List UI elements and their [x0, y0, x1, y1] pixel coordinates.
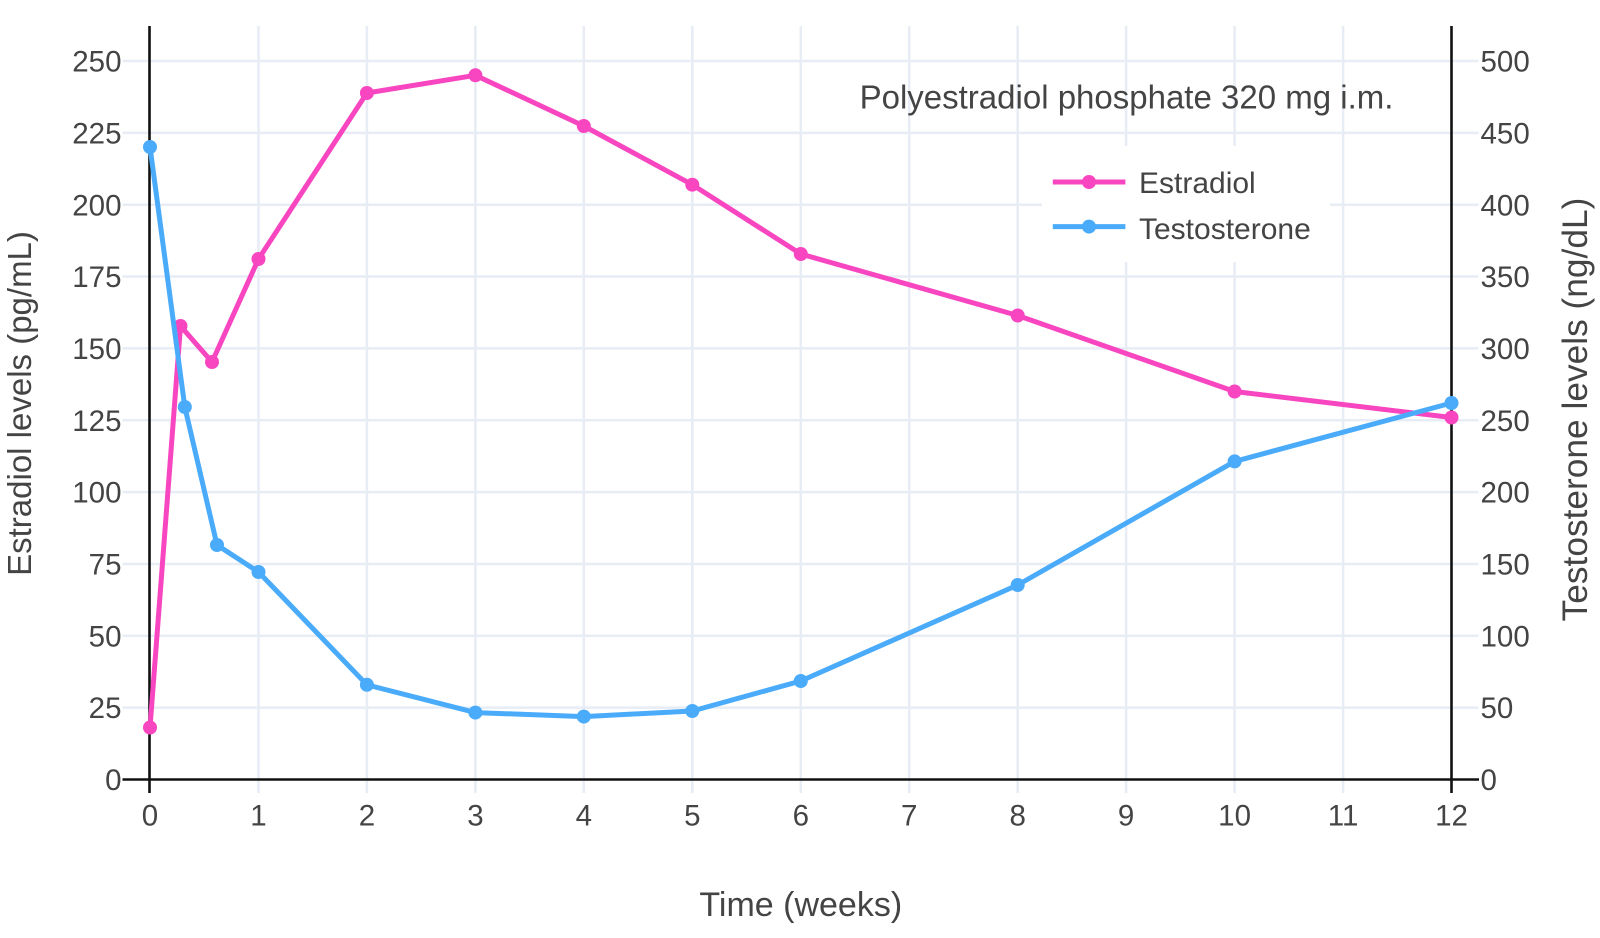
svg-text:300: 300	[1481, 333, 1530, 366]
svg-text:50: 50	[1481, 692, 1514, 725]
svg-text:0: 0	[105, 764, 121, 797]
svg-text:75: 75	[89, 549, 122, 582]
svg-text:Estradiol: Estradiol	[1139, 167, 1256, 200]
svg-text:25: 25	[89, 692, 122, 725]
svg-text:12: 12	[1435, 800, 1468, 833]
svg-text:250: 250	[1481, 405, 1530, 438]
svg-text:Estradiol levels (pg/mL): Estradiol levels (pg/mL)	[1, 231, 38, 576]
svg-text:4: 4	[576, 800, 592, 833]
svg-text:5: 5	[684, 800, 700, 833]
svg-text:450: 450	[1481, 117, 1530, 150]
svg-text:200: 200	[72, 189, 121, 222]
svg-text:Testosterone levels (ng/dL): Testosterone levels (ng/dL)	[1556, 198, 1595, 622]
svg-text:7: 7	[901, 800, 917, 833]
svg-text:400: 400	[1481, 189, 1530, 222]
svg-text:0: 0	[1481, 764, 1497, 797]
svg-text:350: 350	[1481, 261, 1530, 294]
svg-text:11: 11	[1328, 800, 1359, 833]
svg-text:225: 225	[72, 117, 121, 150]
svg-text:8: 8	[1009, 800, 1025, 833]
svg-text:6: 6	[793, 800, 809, 833]
svg-text:125: 125	[72, 405, 121, 438]
svg-text:50: 50	[89, 620, 122, 653]
svg-text:100: 100	[72, 477, 121, 510]
svg-text:1: 1	[250, 800, 266, 833]
svg-text:175: 175	[72, 261, 121, 294]
svg-text:250: 250	[72, 46, 121, 79]
svg-text:10: 10	[1218, 800, 1251, 833]
svg-text:200: 200	[1481, 477, 1530, 510]
svg-text:Polyestradiol phosphate 320 mg: Polyestradiol phosphate 320 mg i.m.	[860, 78, 1394, 115]
svg-text:150: 150	[1481, 549, 1530, 582]
svg-text:0: 0	[142, 800, 158, 833]
svg-text:100: 100	[1481, 620, 1530, 653]
svg-text:3: 3	[467, 800, 483, 833]
svg-text:9: 9	[1118, 800, 1134, 833]
svg-text:2: 2	[359, 800, 375, 833]
svg-text:500: 500	[1481, 46, 1530, 79]
svg-text:Time (weeks): Time (weeks)	[699, 886, 902, 924]
svg-text:Testosterone: Testosterone	[1139, 213, 1311, 246]
svg-text:150: 150	[72, 333, 121, 366]
